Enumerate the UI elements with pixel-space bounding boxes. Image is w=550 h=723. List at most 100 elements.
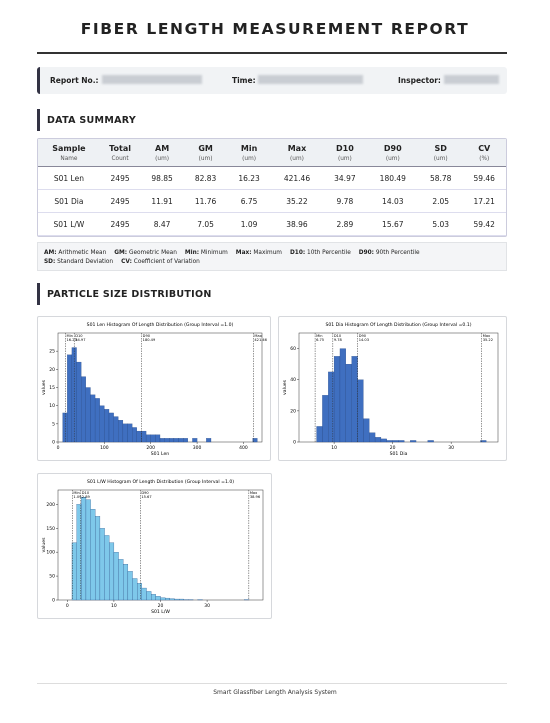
marker-label: Max [250, 491, 258, 495]
histogram-bar [392, 440, 399, 443]
histogram-chart: S01 Len Histogram Of Length Distribution… [41, 322, 268, 457]
y-tick-label: 40 [290, 377, 296, 383]
table-cell: 38.96 [270, 212, 324, 236]
histogram-bar [85, 387, 91, 443]
marker-label: D90 [141, 491, 149, 495]
column-header: D10 (um) [323, 139, 367, 167]
marker-value: 15.67 [141, 495, 151, 499]
histogram-bar [99, 405, 105, 443]
y-tick-label: 60 [290, 346, 296, 352]
histogram-bar [95, 516, 101, 601]
table-cell: 35.22 [270, 189, 324, 213]
histogram-bar [328, 371, 335, 443]
x-tick-label: 10 [111, 603, 117, 609]
x-tick-label: 30 [204, 603, 210, 609]
histogram-bar [363, 418, 370, 443]
table-cell: 15.67 [366, 212, 419, 236]
y-axis-label: values [282, 379, 288, 395]
marker-label: D10 [82, 491, 90, 495]
x-tick-label: 0 [66, 603, 69, 609]
marker-label: D10 [334, 334, 342, 338]
y-tick-label: 20 [49, 367, 55, 373]
table-cell: 2.89 [323, 212, 367, 236]
histogram-bar [179, 598, 184, 601]
note: GM: Geometric Mean [114, 250, 177, 256]
table-cell: S01 Len [38, 166, 100, 190]
note-desc: Minimum [200, 250, 228, 256]
column-title: GM [198, 144, 213, 153]
note-term: GM: [114, 250, 128, 256]
table-cell: 14.03 [366, 189, 419, 213]
y-tick-label: 10 [49, 403, 55, 409]
table-cell: 8.47 [140, 212, 184, 236]
note-desc: Coefficient of Variation [133, 259, 200, 265]
chart-title: S01 Dia Histogram Of Length Distribution… [325, 322, 471, 328]
histogram-bar [137, 583, 142, 601]
histogram-bar [333, 356, 341, 443]
histogram-bar [118, 420, 124, 443]
column-unit: (um) [433, 156, 448, 162]
time-label: Time: [232, 76, 256, 85]
marker-value: 2.89 [82, 495, 91, 499]
chart-box: S01 Len Histogram Of Length Distribution… [37, 316, 271, 461]
marker-value: 14.03 [359, 338, 369, 342]
x-tick-label: 20 [158, 603, 164, 609]
footer-rule [37, 683, 507, 684]
histogram-bar [322, 395, 329, 443]
histogram-bar [94, 398, 100, 443]
histogram-bar [380, 438, 387, 443]
table-cell: 98.85 [140, 166, 184, 190]
note-desc: Arithmetic Mean [58, 250, 107, 256]
column-header: D90 (um) [366, 139, 419, 167]
histogram-bar [151, 594, 156, 601]
column-header: Total Count [99, 139, 141, 167]
y-tick-label: 150 [46, 526, 55, 532]
note-term: CV: [121, 259, 132, 265]
note-term: Max: [235, 250, 252, 256]
histogram-bar [71, 542, 77, 601]
column-title: Min [240, 144, 258, 153]
marker-value: 6.75 [316, 338, 324, 342]
y-tick-label: 50 [49, 574, 55, 580]
column-unit: (um) [385, 156, 400, 162]
table-row: S01 Len 2495 98.85 82.83 16.23 421.46 34.97 180… [38, 166, 506, 190]
footer: Smart Glassfiber Length Analysis System [213, 689, 337, 696]
histogram-bar [146, 591, 152, 601]
table-cell: 2495 [99, 212, 141, 236]
note-term: D10: [289, 250, 306, 256]
redacted [258, 75, 363, 84]
y-tick-label: 20 [290, 408, 296, 414]
histogram-bar [339, 348, 346, 443]
table-cell: 9.78 [323, 189, 367, 213]
column-title: AM [155, 144, 170, 153]
report-label: Report No.: [50, 76, 99, 85]
histogram-bar [132, 578, 138, 601]
note-term: SD: [44, 259, 56, 265]
histogram-bar [345, 364, 352, 443]
histogram-bar [67, 354, 73, 443]
column-unit: (um) [155, 156, 169, 162]
table-cell: 11.91 [140, 189, 184, 213]
note-desc: Standard Deviation [57, 259, 114, 265]
histogram-bar [141, 587, 147, 601]
histogram-bar [108, 412, 114, 443]
marker-value: 421.46 [254, 338, 267, 342]
histogram-bar [122, 423, 128, 443]
marker-label: Max [483, 334, 491, 338]
histogram-bar [141, 430, 147, 443]
histogram-bar [159, 438, 165, 443]
chart-title: S01 Len Histogram Of Length Distribution… [87, 322, 234, 328]
histogram-bar [427, 440, 434, 443]
histogram-bar [145, 434, 151, 443]
x-axis-label: S01 L/W [151, 609, 170, 615]
note: Max: Maximum [236, 250, 282, 256]
inspector-label: Inspector: [398, 76, 441, 85]
note-desc: Geometric Mean [128, 250, 177, 256]
x-tick-label: 200 [146, 445, 155, 451]
histogram-bar [76, 361, 82, 443]
histogram-bar [357, 379, 364, 443]
histogram-bar [155, 596, 161, 601]
redacted [444, 75, 499, 84]
histogram-bar [178, 438, 184, 443]
histogram-bar [123, 564, 129, 601]
